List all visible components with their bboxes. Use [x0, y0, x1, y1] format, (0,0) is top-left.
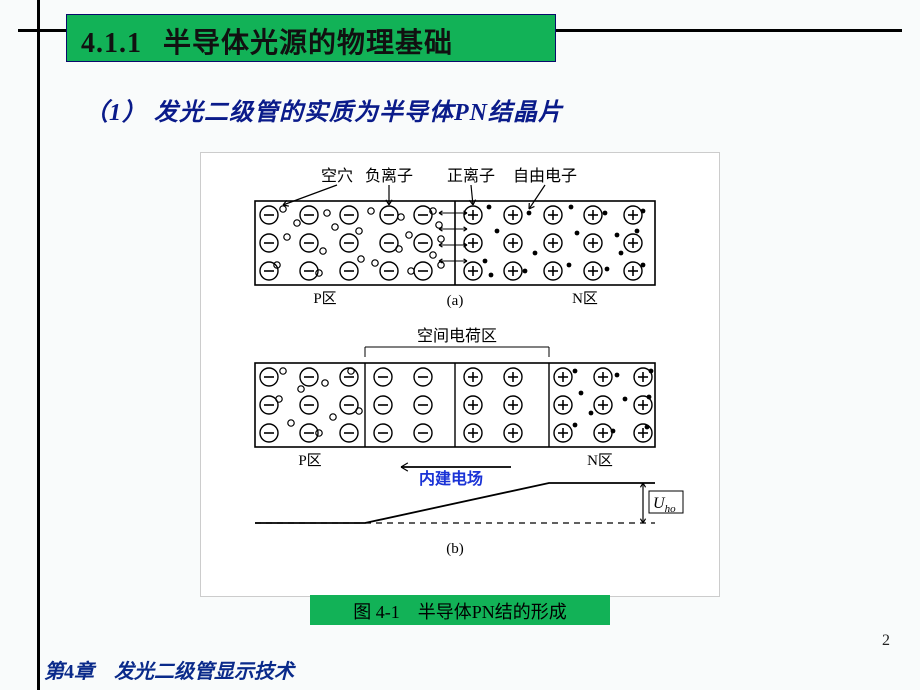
svg-text:空间电荷区: 空间电荷区 [417, 327, 497, 345]
svg-text:(a): (a) [447, 293, 464, 309]
svg-text:P区: P区 [298, 453, 321, 469]
svg-text:P区: P区 [313, 291, 336, 307]
svg-text:负离子: 负离子 [365, 167, 413, 185]
svg-text:N区: N区 [572, 291, 598, 307]
svg-text:空穴: 空穴 [321, 167, 353, 185]
subtitle-text: 发光二级管的实质为半导体PN结晶片 [154, 100, 563, 126]
figure-caption-text: 半导体PN结的形成 [418, 602, 567, 622]
subtitle: （1） 发光二级管的实质为半导体PN结晶片 [84, 92, 563, 127]
section-number: 4.1.1 [81, 28, 142, 59]
svg-text:(b): (b) [446, 541, 464, 557]
figure-caption: 图 4-1 半导体PN结的形成 [310, 595, 610, 625]
page-number: 2 [882, 632, 890, 650]
figure-pn-junction: 空穴负离子 正离子自由电子 P区 N区 (a) 空间电荷区 P区 N区 Uho (b) 内建电场 [200, 152, 720, 597]
figure-number: 图 4-1 [353, 602, 400, 622]
svg-text:正离子: 正离子 [447, 167, 495, 185]
subtitle-index: （1） [84, 100, 147, 126]
chapter-footer: 第4章 发光二级管显示技术 [44, 655, 294, 684]
rule-vertical [37, 0, 40, 690]
section-text: 半导体光源的物理基础 [147, 28, 453, 59]
svg-text:N区: N区 [587, 453, 613, 469]
section-title-badge: 4.1.1 半导体光源的物理基础 [66, 14, 556, 62]
svg-text:自由电子: 自由电子 [513, 167, 577, 185]
internal-field-label: 内建电场 [419, 465, 483, 489]
svg-text:Uho: Uho [653, 495, 676, 515]
